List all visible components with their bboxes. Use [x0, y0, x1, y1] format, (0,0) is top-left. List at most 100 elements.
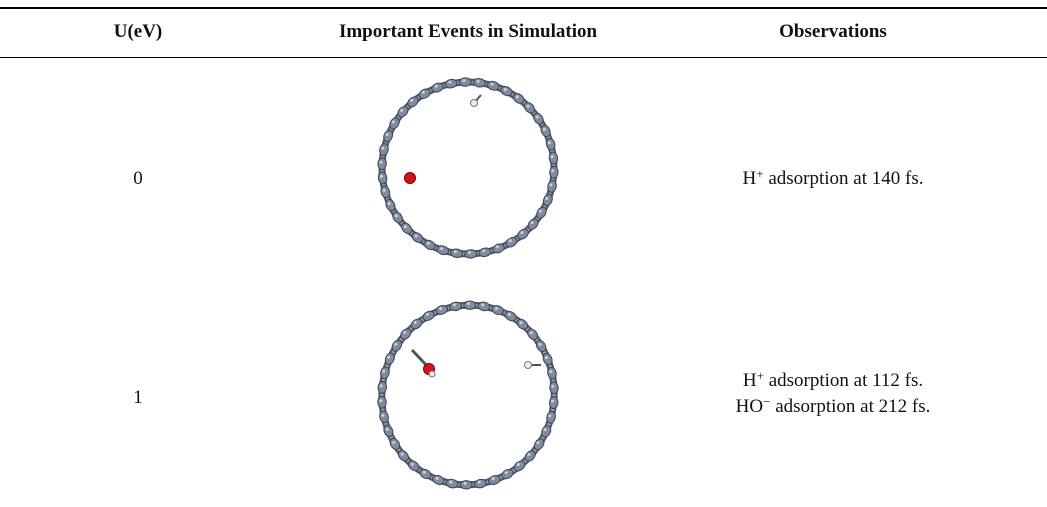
atom — [527, 328, 539, 341]
atom-highlight — [440, 247, 444, 251]
atom — [401, 222, 413, 234]
charge: + — [756, 166, 764, 181]
atom — [523, 102, 535, 114]
atom-highlight — [425, 312, 429, 316]
atom-highlight — [515, 95, 519, 99]
observation-line: H+ adsorption at 112 fs. — [683, 368, 983, 394]
atom — [458, 77, 472, 87]
atom — [542, 352, 553, 366]
atom-highlight — [463, 481, 467, 485]
atom — [385, 198, 396, 212]
atom — [464, 249, 478, 259]
atom — [435, 305, 449, 315]
header-cell: U(eV) — [113, 21, 163, 42]
atom — [545, 137, 556, 151]
atom-highlight — [520, 231, 524, 235]
atom — [533, 112, 544, 125]
atom — [384, 352, 395, 365]
atom-highlight — [551, 384, 555, 388]
atom-highlight — [535, 115, 539, 119]
atom-highlight — [403, 225, 407, 229]
observation-cell: H+ adsorption at 140 fs. — [683, 166, 983, 192]
u-cell: 0 — [133, 168, 143, 189]
atom — [377, 171, 388, 185]
atom — [380, 185, 391, 199]
atom-highlight — [381, 413, 385, 417]
header-rule — [0, 57, 1047, 58]
atom — [422, 310, 435, 322]
atom-highlight — [452, 303, 456, 307]
atom-highlight — [503, 88, 507, 92]
atom-highlight — [504, 471, 508, 475]
atom-highlight — [551, 399, 555, 403]
atom — [512, 93, 525, 104]
atom — [407, 460, 420, 472]
observation-line: HO− adsorption at 212 fs. — [683, 394, 983, 420]
atom — [547, 179, 557, 193]
atom — [478, 247, 492, 258]
atom-highlight — [477, 480, 481, 484]
atom — [377, 380, 388, 394]
atom — [383, 424, 394, 438]
atom — [517, 228, 529, 240]
observation-text: adsorption at 112 fs. — [763, 370, 924, 391]
atom — [383, 129, 394, 143]
atom — [431, 474, 445, 485]
atom-highlight — [400, 108, 404, 112]
top-rule — [0, 7, 1047, 9]
atom-highlight — [387, 202, 391, 206]
atom — [397, 449, 409, 462]
atom — [542, 193, 553, 207]
atom-highlight — [547, 141, 551, 145]
atom-highlight — [544, 356, 548, 360]
atom-highlight — [476, 79, 480, 83]
ring-bond — [380, 303, 556, 487]
observation-line: H+ adsorption at 140 fs. — [683, 166, 983, 192]
atom — [472, 78, 486, 88]
atom-highlight — [379, 160, 383, 164]
atom-highlight — [536, 441, 540, 445]
atom-highlight — [439, 306, 443, 310]
atom-highlight — [379, 384, 383, 388]
charge: − — [763, 394, 771, 409]
atom — [541, 425, 552, 438]
atom-highlight — [422, 470, 426, 474]
atom — [491, 305, 505, 316]
atom-highlight — [385, 133, 389, 137]
atom-highlight — [526, 104, 530, 108]
ring-bond — [378, 301, 558, 489]
atom — [536, 206, 547, 219]
atom-highlight — [551, 169, 555, 173]
atom — [548, 151, 559, 165]
atom-highlight — [382, 369, 386, 373]
o-atom — [404, 172, 416, 184]
h-atom — [524, 361, 532, 369]
atom — [516, 318, 529, 330]
species: H — [742, 370, 757, 391]
atom-highlight — [403, 331, 407, 335]
atom-highlight — [545, 196, 549, 200]
atom-highlight — [414, 234, 418, 238]
atom-highlight — [467, 302, 471, 306]
atom-highlight — [394, 214, 398, 218]
atom — [389, 437, 401, 450]
atom-highlight — [391, 120, 395, 124]
atom — [444, 78, 458, 89]
atom-highlight — [435, 476, 439, 480]
atom-highlight — [494, 307, 498, 311]
atom — [445, 478, 459, 489]
atom — [501, 468, 514, 480]
atom — [410, 318, 423, 330]
h-atom — [470, 99, 478, 107]
atom — [524, 450, 536, 462]
atom-highlight — [462, 79, 466, 83]
atom — [407, 96, 419, 108]
atom — [411, 232, 424, 243]
atom-highlight — [549, 370, 553, 374]
atom — [549, 165, 559, 179]
atom-highlight — [527, 452, 531, 456]
atom-highlight — [394, 342, 398, 346]
atom — [549, 381, 559, 395]
atom — [487, 475, 501, 485]
